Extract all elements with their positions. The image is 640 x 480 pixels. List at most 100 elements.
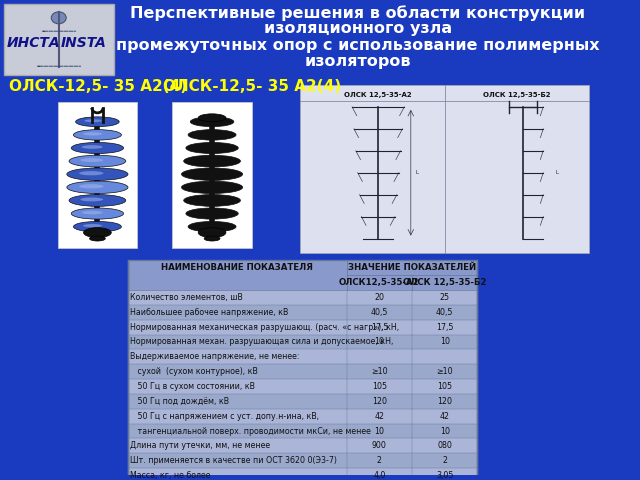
Ellipse shape xyxy=(67,181,128,193)
Text: ОЛСК 12,5-35-А2: ОЛСК 12,5-35-А2 xyxy=(344,92,412,98)
Text: Перспективные решения в области конструкции: Перспективные решения в области конструк… xyxy=(131,5,586,21)
Ellipse shape xyxy=(67,168,128,180)
Text: ══════════════════: ══════════════════ xyxy=(36,65,81,69)
Text: 17,5: 17,5 xyxy=(371,323,388,332)
Text: 2: 2 xyxy=(377,456,382,465)
Bar xyxy=(4,4,114,75)
Text: Количество элементов, шВ: Количество элементов, шВ xyxy=(129,293,243,302)
Ellipse shape xyxy=(79,171,104,175)
Bar xyxy=(128,364,477,379)
Ellipse shape xyxy=(79,184,104,189)
Ellipse shape xyxy=(84,228,111,238)
Text: 120: 120 xyxy=(372,397,387,406)
Text: 4,0: 4,0 xyxy=(373,471,385,480)
Bar xyxy=(128,290,477,305)
Bar xyxy=(128,335,477,349)
Text: Шт. применяется в качестве пи ОСТ 3620 0(Э3-7): Шт. применяется в качестве пи ОСТ 3620 0… xyxy=(129,456,337,465)
Ellipse shape xyxy=(198,114,226,122)
Bar xyxy=(128,349,477,364)
Text: ИНСТА: ИНСТА xyxy=(6,36,60,50)
Ellipse shape xyxy=(71,208,124,219)
Ellipse shape xyxy=(71,143,124,154)
Text: 10: 10 xyxy=(440,337,450,347)
Text: ЗНАЧЕНИЕ ПОКАЗАТЕЛЕЙ: ЗНАЧЕНИЕ ПОКАЗАТЕЛЕЙ xyxy=(348,263,476,272)
Bar xyxy=(128,305,477,320)
Bar xyxy=(128,379,477,394)
Ellipse shape xyxy=(76,117,119,127)
Text: 40,5: 40,5 xyxy=(371,308,388,317)
Text: L: L xyxy=(556,170,558,175)
Text: 50 Гц в сухом состоянии, кВ: 50 Гц в сухом состоянии, кВ xyxy=(129,382,255,391)
Bar xyxy=(128,424,477,439)
Ellipse shape xyxy=(84,120,102,122)
Text: Масса, кг, не более: Масса, кг, не более xyxy=(129,471,210,480)
Bar xyxy=(300,85,589,253)
Text: 3,05: 3,05 xyxy=(436,471,453,480)
Text: Выдерживаемое напряжение, не менее:: Выдерживаемое напряжение, не менее: xyxy=(129,352,299,361)
Ellipse shape xyxy=(184,155,241,167)
Text: изоляционного узла: изоляционного узла xyxy=(264,21,452,36)
Ellipse shape xyxy=(51,12,66,24)
Text: 50 Гц под дождём, кВ: 50 Гц под дождём, кВ xyxy=(129,397,228,406)
Bar xyxy=(128,260,477,480)
Text: ОЛСК12,5-35-А2: ОЛСК12,5-35-А2 xyxy=(339,278,420,287)
Text: 17,5: 17,5 xyxy=(436,323,453,332)
Text: ОЛСК-12,5- 35 А2(4): ОЛСК-12,5- 35 А2(4) xyxy=(10,79,188,94)
Text: 080: 080 xyxy=(437,442,452,450)
Bar xyxy=(128,439,477,453)
Text: ══════════════: ══════════════ xyxy=(41,30,76,34)
Ellipse shape xyxy=(69,194,126,206)
Text: 2: 2 xyxy=(442,456,447,465)
Text: ≥10: ≥10 xyxy=(436,367,453,376)
Bar xyxy=(128,320,477,335)
Text: L: L xyxy=(415,170,419,175)
Text: ОЛСК 12,5-35-Б2: ОЛСК 12,5-35-Б2 xyxy=(403,278,486,287)
Text: 42: 42 xyxy=(374,412,385,421)
Text: 105: 105 xyxy=(372,382,387,391)
Ellipse shape xyxy=(90,236,106,241)
Ellipse shape xyxy=(81,197,103,202)
Text: 10: 10 xyxy=(440,427,450,435)
Ellipse shape xyxy=(82,211,102,215)
Ellipse shape xyxy=(198,228,226,238)
Text: INSTA: INSTA xyxy=(61,36,107,50)
Text: НАИМЕНОВАНИЕ ПОКАЗАТЕЛЯ: НАИМЕНОВАНИЕ ПОКАЗАТЕЛЯ xyxy=(161,263,313,272)
Ellipse shape xyxy=(82,145,102,149)
Ellipse shape xyxy=(69,155,126,167)
Text: 105: 105 xyxy=(437,382,452,391)
Text: Нормированная механ. разрушающая сила и допускаемое, кН,: Нормированная механ. разрушающая сила и … xyxy=(129,337,393,347)
Bar xyxy=(128,394,477,409)
Ellipse shape xyxy=(83,132,102,135)
Ellipse shape xyxy=(74,221,122,232)
Ellipse shape xyxy=(186,143,238,154)
Text: ≥10: ≥10 xyxy=(371,367,388,376)
Text: 120: 120 xyxy=(437,397,452,406)
Text: ОЛСК-12,5- 35 А2(4): ОЛСК-12,5- 35 А2(4) xyxy=(163,79,341,94)
Text: Длина пути утечки, мм, не менее: Длина пути утечки, мм, не менее xyxy=(129,442,269,450)
Text: изоляторов: изоляторов xyxy=(305,54,412,69)
Bar xyxy=(172,102,252,249)
Text: Нормированная механическая разрушающ. (расч. «с нагр»), кН,: Нормированная механическая разрушающ. (р… xyxy=(129,323,399,332)
Bar xyxy=(58,102,137,249)
Text: тангенциальной поверх. проводимости мкСи, не менее: тангенциальной поверх. проводимости мкСи… xyxy=(129,427,371,435)
Ellipse shape xyxy=(74,130,122,140)
Text: 900: 900 xyxy=(372,442,387,450)
Text: промежуточных опор с использование полимерных: промежуточных опор с использование полим… xyxy=(116,37,600,53)
Ellipse shape xyxy=(190,117,234,127)
Ellipse shape xyxy=(81,158,103,162)
Ellipse shape xyxy=(184,194,241,206)
Ellipse shape xyxy=(188,130,236,140)
Text: 10: 10 xyxy=(374,427,385,435)
Text: 25: 25 xyxy=(440,293,450,302)
Text: сухой  (сухом контурное), кВ: сухой (сухом контурное), кВ xyxy=(129,367,257,376)
Bar xyxy=(128,409,477,424)
Bar xyxy=(128,260,477,275)
Ellipse shape xyxy=(182,168,243,180)
Text: 40,5: 40,5 xyxy=(436,308,453,317)
Text: ОЛСК 12,5-35-Б2: ОЛСК 12,5-35-Б2 xyxy=(483,92,550,98)
Ellipse shape xyxy=(204,236,220,241)
Ellipse shape xyxy=(188,221,236,232)
Ellipse shape xyxy=(83,224,102,228)
Text: 10: 10 xyxy=(374,337,385,347)
Bar xyxy=(128,453,477,468)
